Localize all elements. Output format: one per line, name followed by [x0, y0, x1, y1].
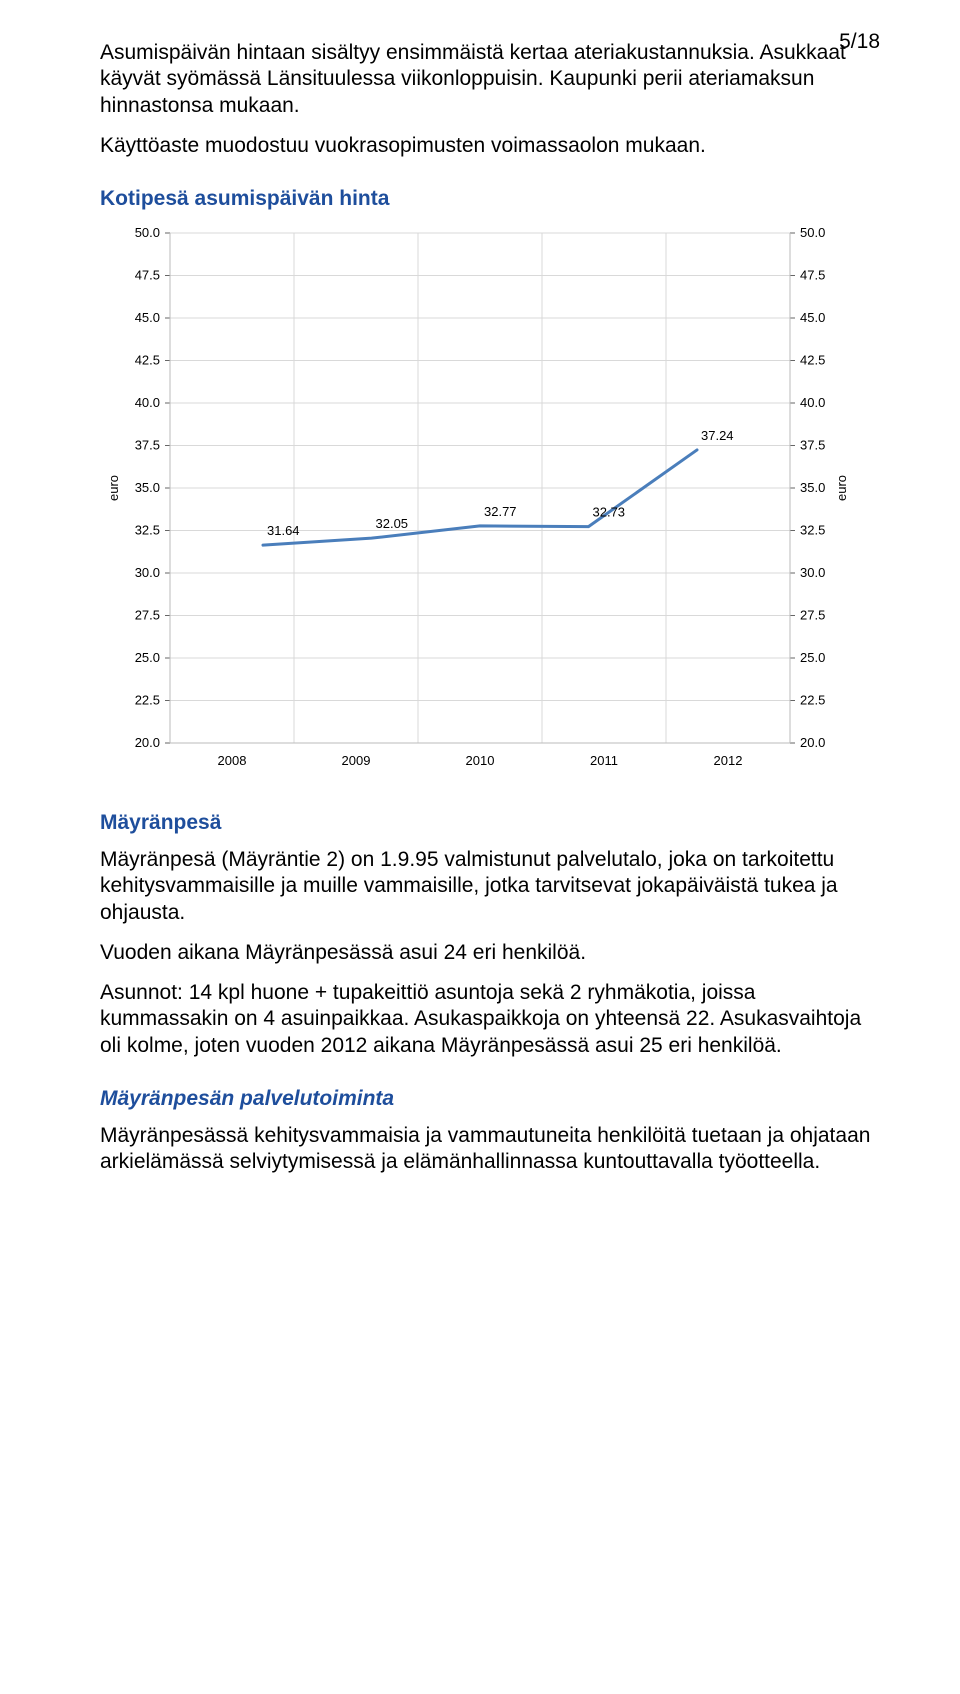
- svg-text:20.0: 20.0: [135, 735, 160, 750]
- svg-text:2012: 2012: [714, 753, 743, 768]
- svg-text:20.0: 20.0: [800, 735, 825, 750]
- section2-paragraph-1: Mäyränpesä (Mäyräntie 2) on 1.9.95 valmi…: [100, 847, 880, 926]
- svg-text:42.5: 42.5: [800, 353, 825, 368]
- svg-text:32.5: 32.5: [800, 523, 825, 538]
- section2-paragraph-3: Asunnot: 14 kpl huone + tupakeittiö asun…: [100, 980, 880, 1059]
- svg-text:25.0: 25.0: [135, 650, 160, 665]
- svg-text:31.64: 31.64: [267, 523, 300, 538]
- svg-text:47.5: 47.5: [800, 268, 825, 283]
- svg-text:40.0: 40.0: [135, 395, 160, 410]
- svg-text:40.0: 40.0: [800, 395, 825, 410]
- svg-text:22.5: 22.5: [800, 693, 825, 708]
- svg-text:45.0: 45.0: [135, 310, 160, 325]
- svg-text:2011: 2011: [590, 753, 618, 768]
- intro-paragraph-1: Asumispäivän hintaan sisältyy ensimmäist…: [100, 40, 880, 119]
- svg-text:2009: 2009: [342, 753, 371, 768]
- section-heading-mayranpesa: Mäyränpesä: [100, 811, 880, 835]
- section-heading-palvelutoiminta: Mäyränpesän palvelutoiminta: [100, 1087, 880, 1111]
- page: 5/18 Asumispäivän hintaan sisältyy ensim…: [0, 0, 960, 1229]
- svg-text:32.77: 32.77: [484, 504, 517, 519]
- chart-container: 20.0 20.0 22.5 22.5 25.0 25.0 27.5 27.5 30.0 30.0…: [100, 223, 880, 783]
- svg-text:euro: euro: [834, 475, 849, 501]
- svg-text:22.5: 22.5: [135, 693, 160, 708]
- svg-text:30.0: 30.0: [800, 565, 825, 580]
- svg-text:37.5: 37.5: [135, 438, 160, 453]
- svg-text:35.0: 35.0: [800, 480, 825, 495]
- svg-text:47.5: 47.5: [135, 268, 160, 283]
- section3-paragraph-1: Mäyränpesässä kehitysvammaisia ja vammau…: [100, 1123, 880, 1176]
- svg-text:37.24: 37.24: [701, 428, 734, 443]
- svg-text:30.0: 30.0: [135, 565, 160, 580]
- svg-text:45.0: 45.0: [800, 310, 825, 325]
- svg-text:32.05: 32.05: [376, 516, 409, 531]
- intro-paragraph-2: Käyttöaste muodostuu vuokrasopimusten vo…: [100, 133, 880, 159]
- svg-text:27.5: 27.5: [135, 608, 160, 623]
- svg-text:35.0: 35.0: [135, 480, 160, 495]
- svg-text:32.5: 32.5: [135, 523, 160, 538]
- svg-text:50.0: 50.0: [800, 225, 825, 240]
- svg-text:2008: 2008: [218, 753, 247, 768]
- page-number: 5/18: [839, 30, 880, 54]
- svg-text:37.5: 37.5: [800, 438, 825, 453]
- svg-text:50.0: 50.0: [135, 225, 160, 240]
- chart-title: Kotipesä asumispäivän hinta: [100, 187, 880, 211]
- svg-text:32.73: 32.73: [593, 505, 626, 520]
- line-chart: 20.0 20.0 22.5 22.5 25.0 25.0 27.5 27.5 30.0 30.0…: [100, 223, 860, 783]
- svg-text:25.0: 25.0: [800, 650, 825, 665]
- svg-text:42.5: 42.5: [135, 353, 160, 368]
- section2-paragraph-2: Vuoden aikana Mäyränpesässä asui 24 eri …: [100, 940, 880, 966]
- svg-text:2010: 2010: [466, 753, 495, 768]
- svg-text:27.5: 27.5: [800, 608, 825, 623]
- svg-text:euro: euro: [106, 475, 121, 501]
